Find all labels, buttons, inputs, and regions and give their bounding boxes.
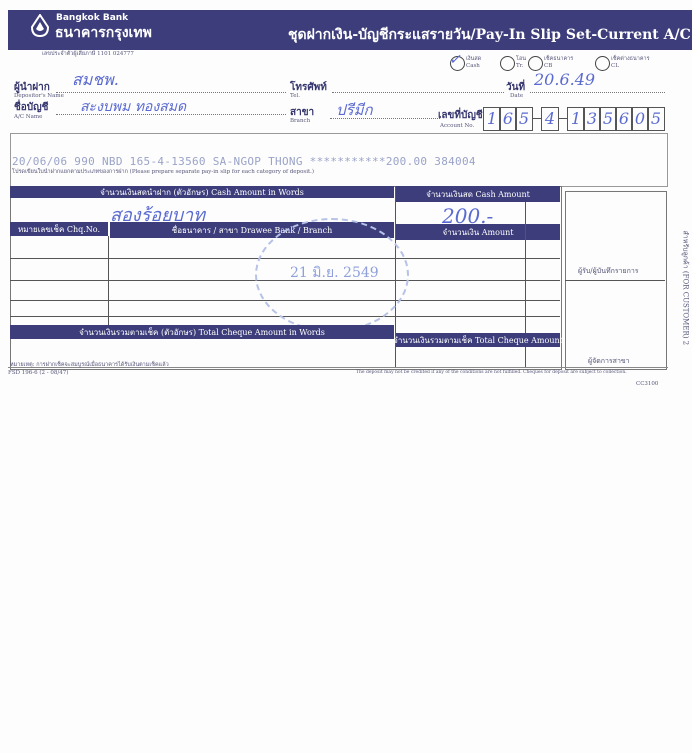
radio-cash-label: เงินสด Cash: [466, 56, 482, 69]
account-separator: [558, 118, 567, 119]
date-label-en: Date: [510, 93, 524, 99]
account-digit-box[interactable]: 5: [515, 107, 533, 131]
account-digit-box[interactable]: 5: [599, 107, 617, 131]
header-band: [8, 10, 692, 50]
tel-field[interactable]: [332, 78, 504, 93]
footer-note-th: หมายเหตุ: การฝากเช็คจะสมบูรณ์เมื่อธนาคาร…: [10, 362, 169, 368]
tax-id: เลขประจำตัวผู้เสียภาษี 1101 024777: [42, 51, 134, 57]
account-label: เลขที่บัญชี: [438, 110, 483, 121]
total-amount-header: จำนวนเงินรวมตามเช็ค Total Cheque Amount: [393, 333, 563, 347]
depositor-field[interactable]: [56, 78, 286, 93]
acname-label-en: A/C Name: [14, 114, 43, 120]
acname-field[interactable]: [56, 100, 286, 115]
depositor-label-en: Depositor's Name: [14, 93, 64, 99]
account-digit-box[interactable]: 1: [567, 107, 585, 131]
signature-divider: [565, 280, 665, 281]
branch-label: สาขา: [290, 107, 315, 118]
date-field[interactable]: [530, 78, 665, 93]
form-number: FSD 196-6 (2 - 08/47): [8, 370, 69, 376]
footer-line: [8, 367, 668, 368]
radio-bank-cheque-label: เช็คธนาคาร CB: [544, 56, 574, 69]
col-divider: [108, 236, 109, 326]
account-digit-box[interactable]: 3: [583, 107, 601, 131]
checkmark-icon: ✓: [449, 52, 461, 68]
branch-value: ปรีมีก: [336, 101, 373, 119]
acname-label: ชื่อบัญชี: [14, 102, 49, 113]
chq-no-header: หมายเลขเช็ค Chq.No.: [10, 222, 108, 236]
validation-line: 20/06/06 990 NBD 165-4-13560 SA-NGOP THO…: [12, 155, 476, 168]
cash-amount-header: จำนวนเงินสด Cash Amount: [396, 186, 560, 202]
stamp-date: 21 มิ.ย. 2549: [290, 265, 379, 281]
depositor-value: สมชพ.: [72, 70, 119, 89]
cash-words-header: จำนวนเงินสดนำฝาก (ตัวอักษร) Cash Amount …: [10, 186, 394, 198]
col-divider: [525, 202, 526, 368]
radio-transfer-label: โอน Tr.: [516, 56, 527, 69]
account-digit-box[interactable]: 4: [541, 107, 559, 131]
radio-bank-cheque[interactable]: [528, 56, 543, 71]
account-digit-box[interactable]: 5: [647, 107, 665, 131]
radio-transfer[interactable]: [500, 56, 515, 71]
branch-field[interactable]: [330, 104, 440, 119]
instruction-text: โปรดเขียนใบนำฝากแยกตามประเภทของการฝาก (P…: [12, 169, 315, 175]
receiver-label: ผู้รับ/ผู้บันทึกรายการ: [578, 267, 639, 275]
account-digit-box[interactable]: 0: [631, 107, 649, 131]
form-title: ชุดฝากเงิน-บัญชีกระแสรายวัน/Pay-In Slip …: [288, 27, 691, 43]
form-code: CC3100: [636, 381, 659, 387]
account-digit-box[interactable]: 1: [483, 107, 501, 131]
radio-other-bank-cheque-label: เช็คต่างธนาคาร CL: [611, 56, 650, 69]
bank-name-th: ธนาคารกรุงเทพ: [55, 25, 152, 41]
account-label-en: Account No.: [440, 123, 475, 129]
total-words-header: จำนวนเงินรวมตามเช็ค (ตัวอักษร) Total Che…: [10, 325, 394, 339]
vertical-label: สำหรับลูกค้า (FOR CUSTOMER) 2: [681, 230, 690, 346]
authorizer-label: ผู้จัดการสาขา: [588, 357, 630, 365]
cash-words-value: สองร้อยบาท: [110, 205, 206, 226]
bank-logo-icon: [30, 13, 50, 38]
amount-header: จำนวนเงิน Amount: [396, 224, 560, 240]
radio-other-bank-cheque[interactable]: [595, 56, 610, 71]
branch-label-en: Branch: [290, 118, 311, 124]
account-separator: [532, 118, 541, 119]
acname-value: สะงบพม ทองสมด: [80, 99, 187, 115]
footer-note-en: The deposit may not be credited if any o…: [356, 370, 627, 375]
radio-cash[interactable]: [450, 56, 465, 71]
depositor-label: ผู้นำฝาก: [14, 82, 50, 93]
tel-label-en: Tel.: [290, 93, 301, 99]
tel-label: โทรศัพท์: [290, 82, 327, 93]
date-value: 20.6.49: [534, 70, 596, 89]
bank-name-en: Bangkok Bank: [56, 13, 129, 23]
account-digit-box[interactable]: 6: [615, 107, 633, 131]
date-label: วันที่: [506, 82, 526, 93]
account-digit-box[interactable]: 6: [499, 107, 517, 131]
